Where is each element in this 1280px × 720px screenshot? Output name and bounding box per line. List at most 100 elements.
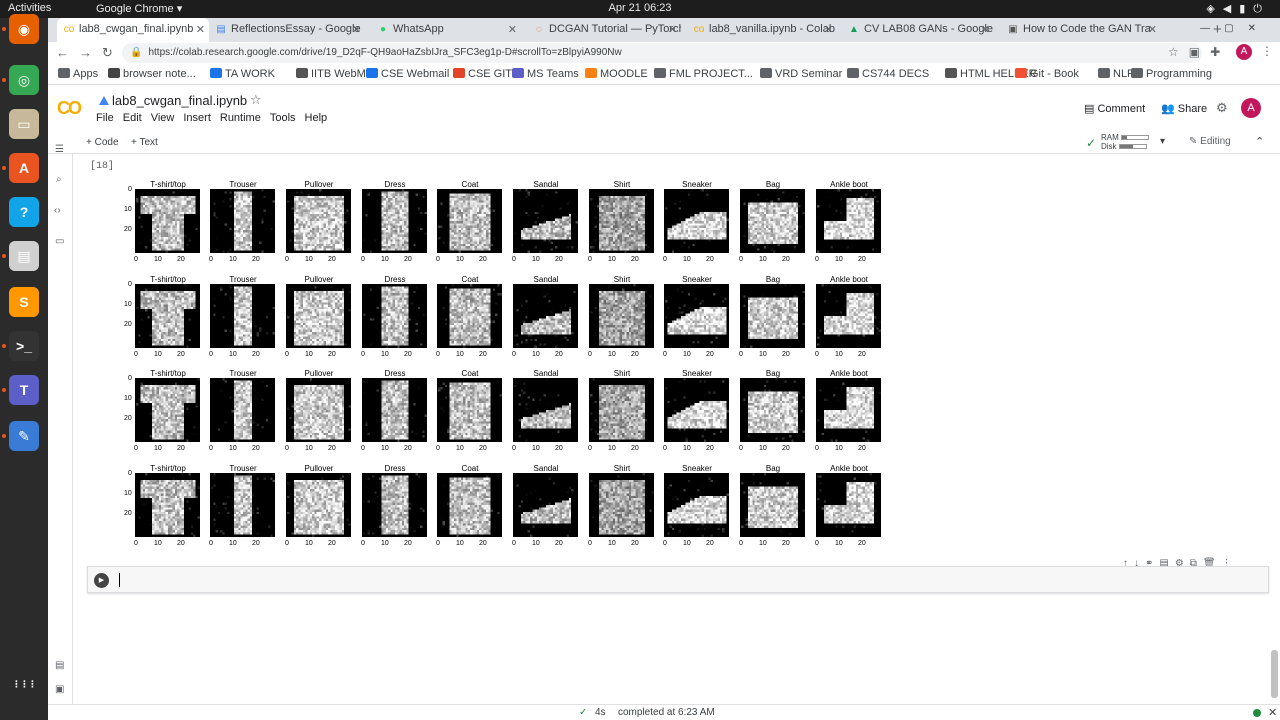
- close-tab-icon[interactable]: ✕: [1147, 24, 1157, 36]
- text-editor-icon[interactable]: ✎: [9, 421, 39, 451]
- tab-4[interactable]: co lab8_vanilla.ipynb - Colab ✕: [687, 18, 837, 42]
- bookmark-item[interactable]: TA WORK: [210, 68, 275, 80]
- close-tab-icon[interactable]: ✕: [351, 24, 361, 36]
- tab-0[interactable]: co lab8_cwgan_final.ipynb ✕: [57, 18, 209, 42]
- class-label: Trouser: [229, 464, 257, 473]
- bookmark-item[interactable]: MS Teams: [512, 68, 579, 80]
- x-tick-label: 20: [404, 256, 412, 263]
- software-icon[interactable]: A: [9, 153, 39, 183]
- menu-edit[interactable]: Edit: [122, 112, 142, 124]
- generated-sample-image: [136, 189, 200, 253]
- class-label: Bag: [765, 464, 781, 473]
- files-icon[interactable]: ▭: [55, 236, 65, 247]
- bookmark-item[interactable]: browser note...: [108, 68, 196, 80]
- menu-tools[interactable]: Tools: [269, 112, 296, 124]
- add-text-button[interactable]: + Text: [131, 137, 158, 148]
- files-icon[interactable]: ▭: [9, 109, 39, 139]
- x-tick-label: 20: [782, 540, 790, 547]
- url-input[interactable]: 🔒 https://colab.research.google.com/drive…: [122, 43, 1202, 63]
- code-cell[interactable]: ▶: [87, 566, 1269, 593]
- bookmark-item[interactable]: NLP: [1098, 68, 1134, 80]
- class-label: Bag: [765, 180, 781, 189]
- x-tick-label: 20: [631, 540, 639, 547]
- class-label: Coat: [461, 369, 479, 378]
- profile-avatar[interactable]: A: [1236, 44, 1252, 60]
- share-button[interactable]: 👥 Share: [1161, 103, 1208, 115]
- generated-sample-image: [211, 189, 275, 253]
- document-viewer-icon[interactable]: ▤: [9, 241, 39, 271]
- x-tick-label: 0: [588, 540, 592, 547]
- run-cell-button[interactable]: ▶: [94, 573, 109, 588]
- menu-runtime[interactable]: Runtime: [219, 112, 261, 124]
- scrollbar-thumb[interactable]: [1271, 650, 1278, 698]
- menu-view[interactable]: View: [150, 112, 175, 124]
- terminal-icon[interactable]: >_: [9, 331, 39, 361]
- extension-icons[interactable]: ☆▣✚: [1168, 45, 1231, 59]
- tab-6[interactable]: ▣ How to Code the GAN Tra ✕: [1001, 18, 1161, 42]
- new-tab-button[interactable]: +: [1213, 21, 1222, 38]
- gear-icon[interactable]: ⚙: [1216, 100, 1228, 115]
- close-tab-icon[interactable]: ✕: [507, 24, 517, 36]
- bookmark-item[interactable]: Git - Book: [1015, 68, 1079, 80]
- bookmark-item[interactable]: CSE GIT: [453, 68, 512, 80]
- y-tick-label: 10: [124, 395, 132, 402]
- app-menu[interactable]: Google Chrome ▾: [96, 3, 183, 15]
- bookmark-item[interactable]: Apps: [58, 68, 98, 80]
- terminal-icon[interactable]: ▣: [55, 684, 65, 695]
- table-of-contents-icon[interactable]: ☰: [55, 144, 64, 155]
- resource-monitor[interactable]: RAM Disk: [1101, 133, 1150, 151]
- menu-help[interactable]: Help: [304, 112, 328, 124]
- menu-file[interactable]: File: [96, 112, 114, 124]
- menu-insert[interactable]: Insert: [183, 112, 211, 124]
- comment-button[interactable]: ▤ Comment: [1084, 103, 1146, 115]
- generated-sample-image: [590, 284, 654, 348]
- search-icon[interactable]: ⌕: [56, 174, 62, 185]
- x-tick-label: 0: [739, 445, 743, 452]
- activities-button[interactable]: Activities: [8, 2, 52, 14]
- bookmark-item[interactable]: CS744 DECS: [847, 68, 929, 80]
- y-axis-line: [589, 284, 590, 348]
- close-status-icon[interactable]: ✕: [1268, 707, 1278, 719]
- firefox-icon[interactable]: ◉: [9, 14, 39, 44]
- show-apps-icon[interactable]: ⋮⋮⋮: [9, 669, 39, 699]
- bookmark-item[interactable]: CSE Webmail: [366, 68, 449, 80]
- close-tab-icon[interactable]: ✕: [823, 24, 833, 36]
- system-tray[interactable]: ◈◀▮⏻: [1206, 3, 1270, 15]
- close-tab-icon[interactable]: ✕: [980, 24, 990, 36]
- bookmark-item[interactable]: Programming: [1131, 68, 1212, 80]
- chrome-icon[interactable]: ◎: [9, 65, 39, 95]
- bookmark-item[interactable]: MOODLE: [585, 68, 648, 80]
- colab-logo[interactable]: CO: [57, 98, 82, 118]
- tab-title: WhatsApp: [393, 23, 444, 35]
- star-icon[interactable]: ☆: [250, 92, 262, 107]
- bookmark-item[interactable]: FML PROJECT...: [654, 68, 753, 80]
- tab-5[interactable]: ▲ CV LAB08 GANs - Google ✕: [842, 18, 994, 42]
- collapse-icon[interactable]: ⌃: [1255, 136, 1265, 148]
- nav-buttons[interactable]: ←→↻: [56, 45, 123, 60]
- close-tab-icon[interactable]: ✕: [195, 24, 205, 36]
- teams-icon[interactable]: T: [9, 375, 39, 405]
- window-controls[interactable]: —▢✕: [1200, 23, 1270, 34]
- tab-3[interactable]: ◌ DCGAN Tutorial — PyTorch ✕: [527, 18, 681, 42]
- x-tick-label: 10: [835, 351, 843, 358]
- x-tick-label: 0: [663, 351, 667, 358]
- x-tick-label: 20: [782, 351, 790, 358]
- tab-1[interactable]: ▤ ReflectionsEssay - Google ✕: [209, 18, 365, 42]
- add-code-button[interactable]: + Code: [86, 137, 119, 148]
- close-tab-icon[interactable]: ✕: [667, 24, 677, 36]
- user-avatar[interactable]: A: [1241, 98, 1261, 118]
- chevron-down-icon[interactable]: ▾: [1160, 136, 1166, 147]
- more-icon[interactable]: ⋮: [1261, 44, 1273, 58]
- command-palette-icon[interactable]: ▤: [55, 660, 65, 671]
- code-snippets-icon[interactable]: ‹›: [54, 205, 61, 216]
- sublime-text-icon[interactable]: S: [9, 287, 39, 317]
- notebook-title[interactable]: lab8_cwgan_final.ipynb: [112, 93, 248, 108]
- generated-sample-image: [438, 284, 502, 348]
- bookmark-item[interactable]: VRD Seminar: [760, 68, 842, 80]
- help-icon[interactable]: ?: [9, 197, 39, 227]
- clock[interactable]: Apr 21 06:23: [608, 2, 672, 14]
- x-tick-label: 20: [631, 351, 639, 358]
- tab-2[interactable]: ● WhatsApp ✕: [371, 18, 521, 42]
- editing-mode[interactable]: ✎ Editing: [1189, 136, 1231, 147]
- bookmark-item[interactable]: IITB WebMail: [296, 68, 377, 80]
